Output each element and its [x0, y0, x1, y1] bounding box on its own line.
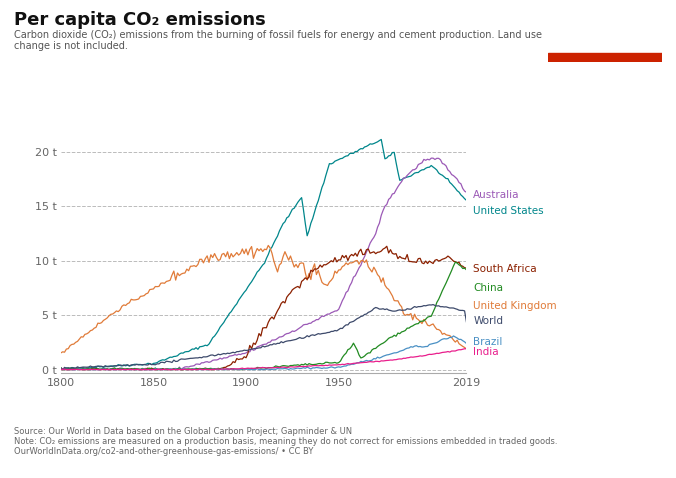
Text: Source: Our World in Data based on the Global Carbon Project; Gapminder & UN
Not: Source: Our World in Data based on the G…: [14, 427, 557, 456]
Text: United Kingdom: United Kingdom: [473, 301, 557, 311]
Text: India: India: [473, 347, 499, 357]
Text: Australia: Australia: [473, 190, 520, 200]
Bar: [548, 53, 662, 62]
Text: Our World: Our World: [579, 22, 631, 31]
Text: Per capita CO₂ emissions: Per capita CO₂ emissions: [14, 11, 265, 29]
Text: World: World: [473, 315, 503, 326]
Text: Brazil: Brazil: [473, 337, 502, 348]
Text: United States: United States: [473, 206, 544, 217]
Text: South Africa: South Africa: [473, 264, 537, 274]
Text: China: China: [473, 283, 503, 293]
Text: Carbon dioxide (CO₂) emissions from the burning of fossil fuels for energy and c: Carbon dioxide (CO₂) emissions from the …: [14, 30, 541, 51]
Text: in Data: in Data: [587, 37, 623, 45]
